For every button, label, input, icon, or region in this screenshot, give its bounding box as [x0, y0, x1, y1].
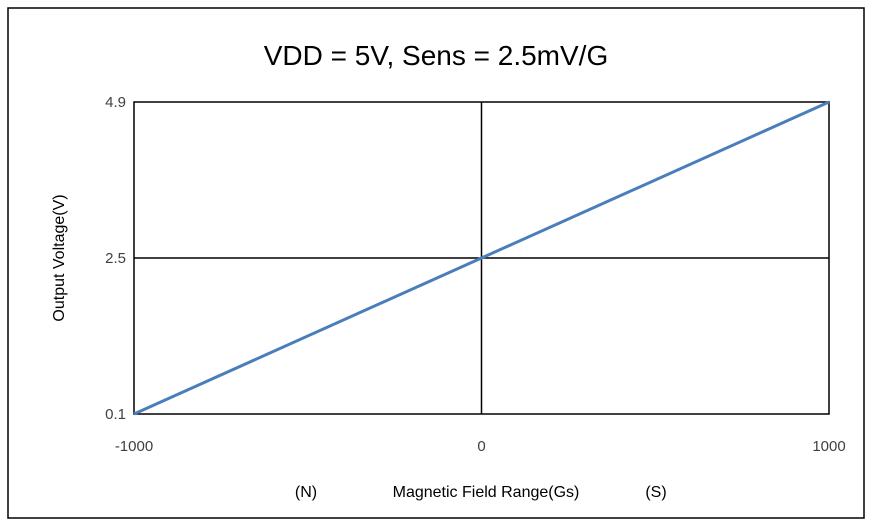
y-axis-title: Output Voltage(V): [51, 194, 68, 321]
chart-title: VDD = 5V, Sens = 2.5mV/G: [264, 40, 608, 71]
y-tick-label: 0.1: [105, 406, 126, 423]
x-axis-south-marker: (S): [645, 484, 666, 501]
plot-area: 0.1 2.5 4.9 -1000 0 1000: [105, 94, 846, 455]
chart-outer-border: [7, 7, 865, 519]
x-tick-label: -1000: [115, 438, 153, 455]
y-tick-label: 4.9: [105, 94, 126, 111]
x-axis-north-marker: (N): [295, 484, 317, 501]
x-axis-title: Magnetic Field Range(Gs): [393, 484, 580, 501]
y-tick-label: 2.5: [105, 250, 126, 267]
x-tick-label: 0: [477, 438, 485, 455]
series-line: [133, 100, 830, 416]
x-tick-label: 1000: [812, 438, 845, 455]
